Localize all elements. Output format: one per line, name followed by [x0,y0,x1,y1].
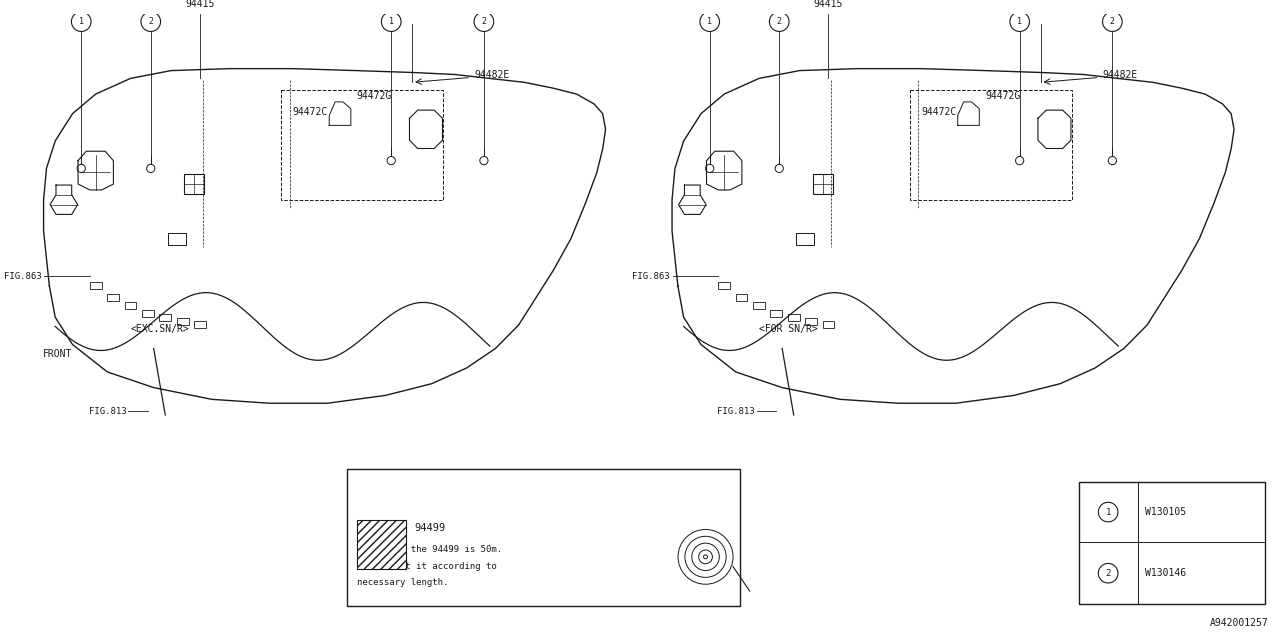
Text: 1: 1 [79,17,83,26]
Text: 94472G: 94472G [356,91,392,101]
Text: FIG.863: FIG.863 [632,271,669,280]
Bar [823,321,835,328]
Bar [771,310,782,317]
Text: 94482E: 94482E [474,70,509,79]
Bar [796,233,814,245]
Bar [159,314,172,321]
Text: 1: 1 [1018,17,1023,26]
Bar [347,468,740,605]
Bar [813,174,832,194]
Bar [168,233,186,245]
Text: 1: 1 [708,17,712,26]
Text: 94415: 94415 [814,0,844,9]
Text: W130105: W130105 [1146,507,1187,517]
Text: W130146: W130146 [1146,568,1187,578]
Text: 2: 2 [777,17,782,26]
Bar [736,294,748,301]
Bar [177,317,188,324]
Text: 2: 2 [148,17,154,26]
Text: A942001257: A942001257 [1210,618,1268,628]
Text: FIG.863: FIG.863 [4,271,41,280]
Text: 2: 2 [481,17,486,26]
Text: FIG.813: FIG.813 [717,406,755,415]
Bar [718,282,730,289]
Bar [90,282,101,289]
Bar [1079,481,1265,604]
Text: <EXC.SN/R>: <EXC.SN/R> [131,324,189,334]
Text: Please cut it according to: Please cut it according to [357,562,497,571]
Text: 1: 1 [1106,508,1111,516]
Text: <FOR SN/R>: <FOR SN/R> [759,324,818,334]
Text: 94472C: 94472C [922,107,956,116]
Bar [787,314,800,321]
Text: 94415: 94415 [186,0,215,9]
Text: 94472C: 94472C [293,107,328,116]
Bar [357,520,406,568]
Text: 1: 1 [389,17,394,26]
Text: 94482E: 94482E [1102,70,1138,79]
Text: Length of the 94499 is 50m.: Length of the 94499 is 50m. [357,545,502,554]
Text: 94499: 94499 [413,523,445,532]
Text: FRONT: FRONT [42,349,72,360]
Bar [142,310,154,317]
Bar [124,302,137,309]
Text: 2: 2 [1110,17,1115,26]
Bar [184,174,204,194]
Bar [108,294,119,301]
Text: 94472G: 94472G [984,91,1020,101]
Bar [195,321,206,328]
Text: 2: 2 [1106,569,1111,578]
Text: FIG.813: FIG.813 [88,406,127,415]
Bar [753,302,765,309]
Bar [805,317,817,324]
Text: necessary length.: necessary length. [357,579,448,588]
